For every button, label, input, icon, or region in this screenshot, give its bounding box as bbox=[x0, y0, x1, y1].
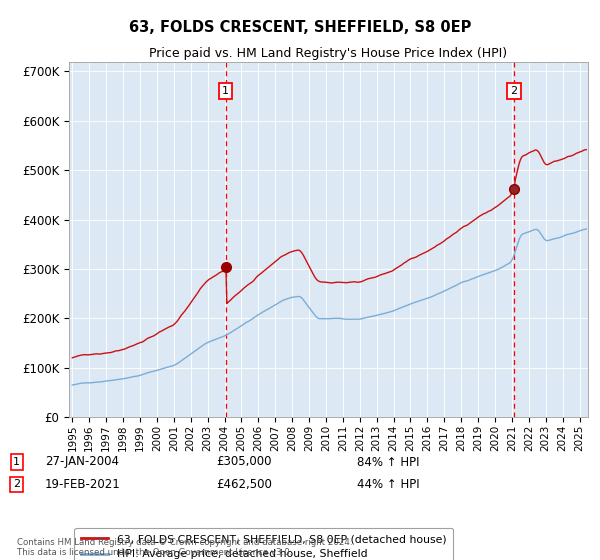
Text: 2: 2 bbox=[13, 479, 20, 489]
Legend: 63, FOLDS CRESCENT, SHEFFIELD, S8 0EP (detached house), HPI: Average price, deta: 63, FOLDS CRESCENT, SHEFFIELD, S8 0EP (d… bbox=[74, 528, 453, 560]
Text: 44% ↑ HPI: 44% ↑ HPI bbox=[357, 478, 419, 491]
Text: 19-FEB-2021: 19-FEB-2021 bbox=[45, 478, 121, 491]
Text: 1: 1 bbox=[13, 457, 20, 467]
Title: Price paid vs. HM Land Registry's House Price Index (HPI): Price paid vs. HM Land Registry's House … bbox=[149, 48, 508, 60]
Text: £462,500: £462,500 bbox=[216, 478, 272, 491]
Text: 27-JAN-2004: 27-JAN-2004 bbox=[45, 455, 119, 469]
Text: 2: 2 bbox=[511, 86, 518, 96]
Text: 63, FOLDS CRESCENT, SHEFFIELD, S8 0EP: 63, FOLDS CRESCENT, SHEFFIELD, S8 0EP bbox=[129, 20, 471, 35]
Text: 1: 1 bbox=[222, 86, 229, 96]
Text: 84% ↑ HPI: 84% ↑ HPI bbox=[357, 455, 419, 469]
Text: Contains HM Land Registry data © Crown copyright and database right 2024.
This d: Contains HM Land Registry data © Crown c… bbox=[17, 538, 352, 557]
Text: £305,000: £305,000 bbox=[216, 455, 271, 469]
